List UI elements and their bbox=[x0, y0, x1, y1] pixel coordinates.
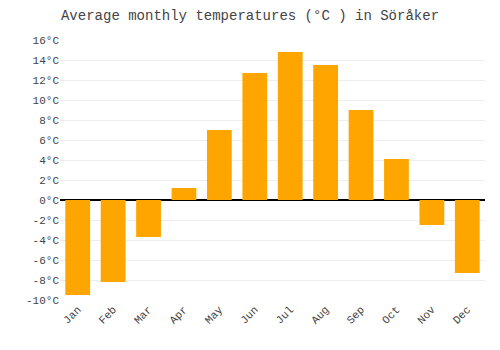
svg-text:10°C: 10°C bbox=[33, 95, 60, 107]
svg-text:16°C: 16°C bbox=[33, 35, 60, 47]
svg-text:Nov: Nov bbox=[415, 304, 438, 327]
svg-text:Jun: Jun bbox=[238, 304, 260, 326]
svg-text:4°C: 4°C bbox=[39, 155, 59, 167]
svg-text:-8°C: -8°C bbox=[33, 275, 60, 287]
svg-text:12°C: 12°C bbox=[33, 75, 60, 87]
svg-text:Oct: Oct bbox=[380, 304, 402, 326]
svg-text:-4°C: -4°C bbox=[33, 235, 60, 247]
svg-text:2°C: 2°C bbox=[39, 175, 59, 187]
svg-text:Apr: Apr bbox=[167, 304, 189, 326]
svg-text:Mar: Mar bbox=[132, 304, 154, 326]
svg-text:0°C: 0°C bbox=[39, 195, 59, 207]
svg-text:8°C: 8°C bbox=[39, 115, 59, 127]
svg-text:Dec: Dec bbox=[451, 304, 473, 326]
svg-text:-6°C: -6°C bbox=[33, 255, 60, 267]
svg-text:Jul: Jul bbox=[274, 304, 296, 326]
svg-text:-10°C: -10°C bbox=[26, 295, 59, 307]
svg-text:Sep: Sep bbox=[345, 304, 367, 326]
svg-text:Aug: Aug bbox=[309, 304, 331, 326]
svg-text:6°C: 6°C bbox=[39, 135, 59, 147]
svg-text:14°C: 14°C bbox=[33, 55, 60, 67]
svg-text:Jan: Jan bbox=[61, 304, 83, 326]
svg-text:May: May bbox=[203, 304, 226, 327]
svg-text:-2°C: -2°C bbox=[33, 215, 60, 227]
svg-text:Average monthly temperatures (: Average monthly temperatures (°C ) in Sö… bbox=[61, 8, 439, 24]
svg-text:Feb: Feb bbox=[97, 304, 119, 326]
